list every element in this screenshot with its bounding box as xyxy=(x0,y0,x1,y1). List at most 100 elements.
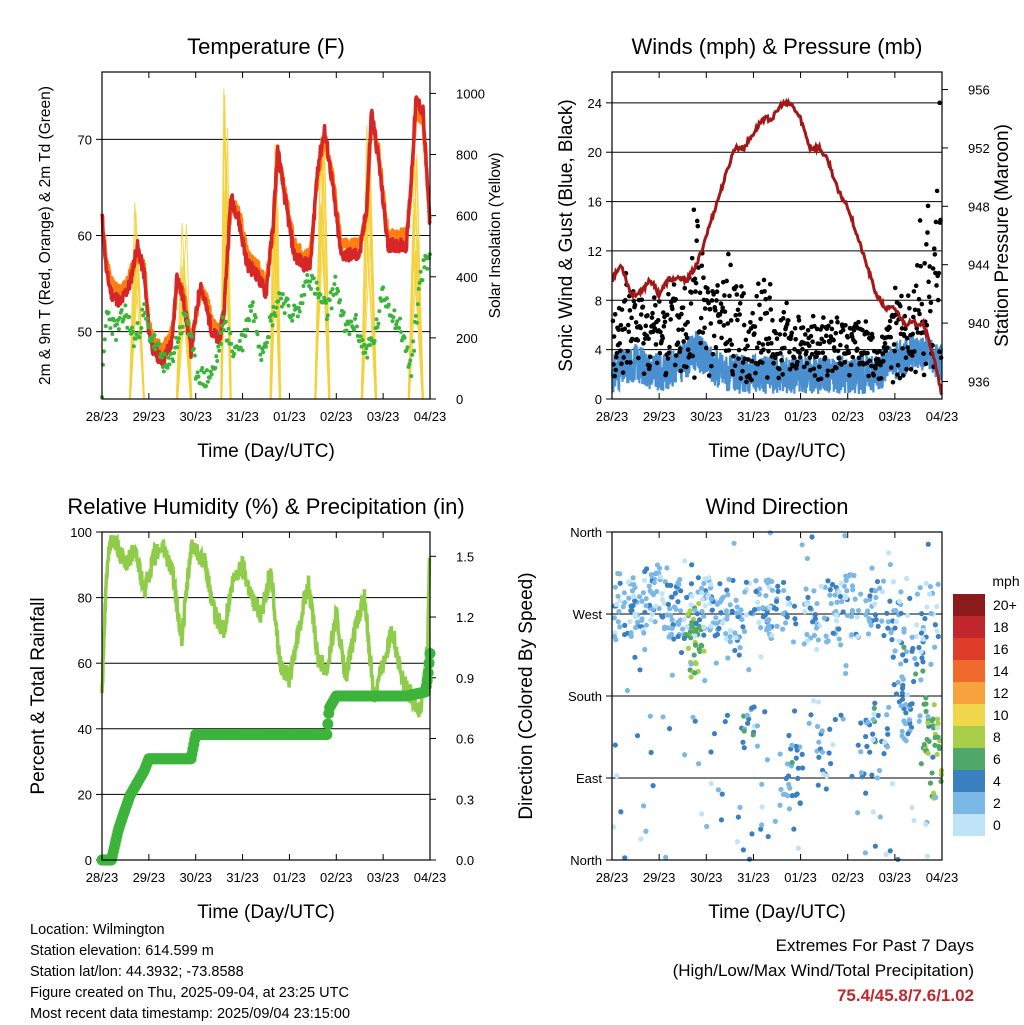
direction-point xyxy=(724,587,730,593)
gust-point xyxy=(758,316,763,322)
gust-point xyxy=(782,345,787,351)
gust-point xyxy=(893,312,899,318)
direction-point xyxy=(884,744,891,750)
dewpoint-point xyxy=(249,303,254,308)
gust-point xyxy=(690,353,696,359)
winds-ylabel: Sonic Wind & Gust (Blue, Black) xyxy=(556,99,577,371)
direction-point xyxy=(919,655,925,661)
gust-point xyxy=(766,348,771,354)
direction-point xyxy=(723,630,729,637)
direction-point xyxy=(907,595,913,601)
direction-point xyxy=(678,588,684,594)
x-tick-label: 01/23 xyxy=(784,870,817,885)
dewpoint-point xyxy=(237,338,242,343)
gust-point xyxy=(913,283,919,289)
direction-point xyxy=(677,617,684,623)
gust-point xyxy=(698,315,704,321)
direction-point xyxy=(774,623,780,629)
gust-point xyxy=(675,340,681,346)
solar-spike xyxy=(270,231,281,400)
gust-point xyxy=(638,312,644,317)
gust-point xyxy=(795,359,800,365)
direction-point xyxy=(808,712,814,718)
dewpoint-point xyxy=(114,337,119,342)
legend-swatch xyxy=(953,638,985,660)
direction-point xyxy=(877,814,883,820)
winds-xlabel: Time (Day/UTC) xyxy=(708,441,846,462)
dewpoint-point xyxy=(285,297,290,302)
gust-point xyxy=(769,341,774,346)
direction-point xyxy=(688,581,695,587)
direction-point xyxy=(918,630,925,636)
direction-point xyxy=(696,761,702,767)
gust-point xyxy=(641,341,646,346)
dewpoint-point xyxy=(249,308,254,313)
dewpoint-point xyxy=(217,348,222,353)
gust-point xyxy=(770,352,776,357)
direction-point xyxy=(823,633,829,639)
gust-point xyxy=(810,339,815,345)
direction-point xyxy=(918,649,924,655)
gust-point xyxy=(842,359,848,365)
direction-point xyxy=(896,599,902,605)
direction-point xyxy=(749,831,755,837)
gust-point xyxy=(764,310,770,316)
gust-point xyxy=(623,297,628,303)
gust-point xyxy=(817,364,822,370)
latlon-text: Station lat/lon: 44.3932; -73.8588 xyxy=(30,964,244,980)
direction-point xyxy=(786,732,792,739)
direction-point xyxy=(676,621,682,627)
direction-point xyxy=(925,541,931,547)
dewpoint-series xyxy=(100,252,432,400)
dewpoint-point xyxy=(407,362,412,367)
dewpoint-point xyxy=(179,331,184,336)
gust-point xyxy=(767,282,773,287)
legend-swatch xyxy=(953,770,985,792)
direction-point xyxy=(920,668,926,674)
gust-point xyxy=(851,328,857,333)
direction-point xyxy=(733,635,739,641)
dewpoint-point xyxy=(384,296,389,301)
gust-point xyxy=(891,342,897,347)
gust-point xyxy=(786,318,791,323)
direction-point xyxy=(668,582,674,588)
legend-swatch xyxy=(953,792,985,814)
gust-point xyxy=(647,363,653,369)
dewpoint-point xyxy=(409,374,414,379)
gust-point xyxy=(617,341,623,346)
direction-point xyxy=(628,630,634,636)
dewpoint-point xyxy=(363,350,368,355)
direction-point xyxy=(829,581,836,588)
dewpoint-point xyxy=(123,303,128,308)
direction-point xyxy=(617,571,623,577)
gust-point xyxy=(700,330,706,335)
direction-point xyxy=(818,583,824,590)
direction-point xyxy=(656,565,663,571)
direction-point xyxy=(912,655,918,662)
gust-point xyxy=(728,262,733,268)
gust-point xyxy=(741,322,747,328)
winds-title: Winds (mph) & Pressure (mb) xyxy=(632,34,923,59)
gust-point xyxy=(713,308,718,313)
direction-point xyxy=(925,714,931,720)
direction-point xyxy=(815,637,821,643)
gust-point xyxy=(916,296,922,302)
direction-point xyxy=(793,792,799,798)
direction-point xyxy=(931,790,937,796)
dewpoint-point xyxy=(143,310,148,315)
direction-point xyxy=(893,618,900,625)
direction-point xyxy=(906,717,912,723)
dewpoint-point xyxy=(130,329,135,334)
direction-point xyxy=(717,599,723,605)
gust-point xyxy=(752,331,757,336)
direction-point xyxy=(880,578,887,584)
direction-point xyxy=(911,678,917,685)
gust-point xyxy=(843,323,848,328)
gust-point xyxy=(871,373,877,378)
x-tick-label: 31/23 xyxy=(737,870,770,885)
direction-point xyxy=(933,794,939,800)
humidity-panel: Relative Humidity (%) & Precipitation (i… xyxy=(28,494,474,923)
direction-point xyxy=(882,739,888,746)
x-tick-label: 01/23 xyxy=(273,409,306,424)
direction-point xyxy=(692,633,698,639)
